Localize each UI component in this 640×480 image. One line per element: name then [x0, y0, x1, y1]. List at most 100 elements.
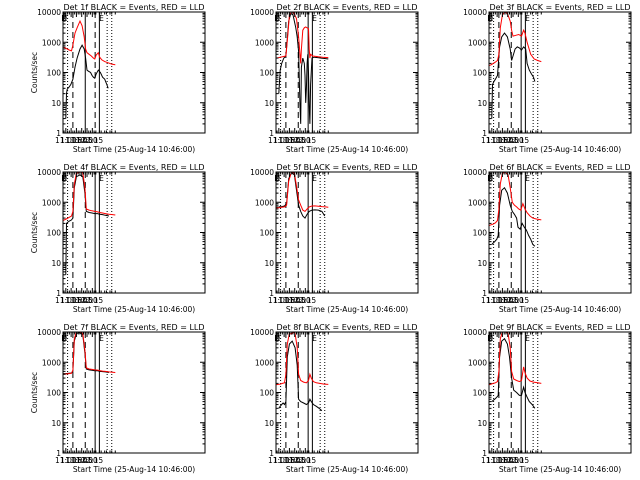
x-axis-label: Start Time (25-Aug-14 10:46:00) [499, 145, 621, 154]
x-tick-label: 11:45 [497, 136, 519, 145]
x-tick-label: 12:15 [508, 456, 530, 465]
y-tick-label: 10 [51, 99, 61, 108]
y-tick-label: 100 [47, 229, 62, 238]
y-tick-label: 100 [260, 229, 275, 238]
x-tick-label: 12:00 [76, 136, 98, 145]
x-axis-label: Start Time (25-Aug-14 10:46:00) [73, 465, 195, 474]
series-line-events [65, 44, 109, 119]
x-tick-label: 11:30 [492, 136, 514, 145]
y-tick-label: 10 [477, 259, 487, 268]
x-tick-label: 11:45 [284, 296, 306, 305]
y-tick-label: 1 [482, 289, 487, 298]
y-tick-label: 10 [477, 419, 487, 428]
marker-label: E [312, 334, 317, 343]
x-tick-label: 11:30 [279, 296, 301, 305]
x-tick-label: 11:30 [279, 456, 301, 465]
x-axis-label: Start Time (25-Aug-14 10:46:00) [499, 305, 621, 314]
series-line-lld [489, 332, 542, 386]
x-tick-label: 11:15 [60, 296, 82, 305]
series-line-lld [63, 172, 116, 221]
series-line-lld [276, 12, 329, 64]
x-tick-label: 11:00 [55, 136, 77, 145]
series-line-events [491, 337, 536, 409]
plot-frame [275, 11, 419, 134]
series-line-lld [489, 172, 542, 226]
series-line-lld [276, 332, 329, 386]
x-tick-label: 11:45 [284, 456, 306, 465]
x-axis-label: Start Time (25-Aug-14 10:46:00) [286, 145, 408, 154]
y-tick-label: 100 [473, 229, 488, 238]
x-tick-label: 11:15 [60, 456, 82, 465]
x-tick-label: 11:45 [284, 136, 306, 145]
x-tick-label: 12:00 [289, 456, 311, 465]
x-tick-label: 12:00 [502, 456, 524, 465]
x-axis-label: Start Time (25-Aug-14 10:46:00) [286, 305, 408, 314]
y-tick-label: 10 [264, 99, 274, 108]
y-tick-label: 10000 [463, 328, 487, 337]
x-tick-label: 11:15 [486, 136, 508, 145]
x-tick-label: 12:15 [82, 296, 104, 305]
x-tick-label: 11:15 [60, 136, 82, 145]
chart-title: Det 1f BLACK = Events, RED = LLD [63, 3, 204, 12]
y-tick-label: 1000 [468, 358, 487, 367]
x-tick-label: 11:45 [497, 296, 519, 305]
y-tick-label: 10000 [250, 8, 274, 17]
series-line-lld [63, 332, 116, 375]
chart-title: Det 4f BLACK = Events, RED = LLD [63, 163, 204, 172]
y-tick-label: 1 [269, 129, 274, 138]
x-tick-label: 11:30 [66, 136, 88, 145]
y-tick-label: 1000 [42, 38, 61, 47]
x-tick-label: 12:15 [82, 136, 104, 145]
y-tick-label: 100 [47, 389, 62, 398]
x-tick-label: 11:45 [71, 296, 93, 305]
y-tick-label: 1 [56, 449, 61, 458]
plot-frame [62, 11, 206, 134]
y-tick-label: 1 [482, 449, 487, 458]
x-tick-label: 11:30 [279, 136, 301, 145]
y-tick-label: 10000 [250, 328, 274, 337]
x-tick-label: 11:00 [268, 456, 290, 465]
x-tick-label: 11:00 [481, 456, 503, 465]
y-tick-label: 10000 [250, 168, 274, 177]
y-tick-label: 10000 [37, 8, 61, 17]
y-tick-label: 10 [477, 99, 487, 108]
marker-label: E [525, 14, 530, 23]
x-tick-label: 11:00 [55, 296, 77, 305]
y-tick-label: 1 [269, 289, 274, 298]
x-tick-label: 11:30 [66, 456, 88, 465]
y-tick-label: 1000 [42, 358, 61, 367]
chart-panel-6: Det 6f BLACK = Events, RED = LLDEDE11010… [463, 163, 632, 314]
x-axis-label: Start Time (25-Aug-14 10:46:00) [73, 305, 195, 314]
y-tick-label: 1 [56, 129, 61, 138]
marker-label: E [312, 174, 317, 183]
marker-label: E [525, 334, 530, 343]
series-line-events [491, 32, 536, 119]
chart-title: Det 7f BLACK = Events, RED = LLD [63, 323, 204, 332]
y-tick-label: 10000 [463, 8, 487, 17]
marker-label: E [312, 14, 317, 23]
x-tick-label: 11:00 [268, 136, 290, 145]
marker-label: E [99, 174, 104, 183]
x-axis-label: Start Time (25-Aug-14 10:46:00) [499, 465, 621, 474]
chart-title: Det 9f BLACK = Events, RED = LLD [489, 323, 630, 332]
y-tick-label: 1000 [42, 198, 61, 207]
x-tick-label: 12:15 [82, 456, 104, 465]
y-tick-label: 100 [260, 389, 275, 398]
y-tick-label: 10 [51, 419, 61, 428]
marker-label: E [525, 174, 530, 183]
x-tick-label: 11:00 [481, 136, 503, 145]
y-tick-label: 1000 [468, 38, 487, 47]
x-tick-label: 11:45 [71, 456, 93, 465]
x-tick-label: 11:45 [497, 456, 519, 465]
chart-panel-1: Det 1f BLACK = Events, RED = LLDEDE11010… [30, 3, 206, 154]
chart-panel-4: Det 4f BLACK = Events, RED = LLDEDE11010… [30, 163, 206, 314]
x-tick-label: 12:00 [76, 296, 98, 305]
series-line-events [491, 187, 536, 247]
x-tick-label: 11:15 [486, 456, 508, 465]
series-line-lld [63, 19, 116, 66]
y-tick-label: 1000 [255, 358, 274, 367]
marker-label: E [99, 14, 104, 23]
x-tick-label: 11:30 [492, 296, 514, 305]
y-axis-label: Counts/sec [30, 52, 39, 93]
